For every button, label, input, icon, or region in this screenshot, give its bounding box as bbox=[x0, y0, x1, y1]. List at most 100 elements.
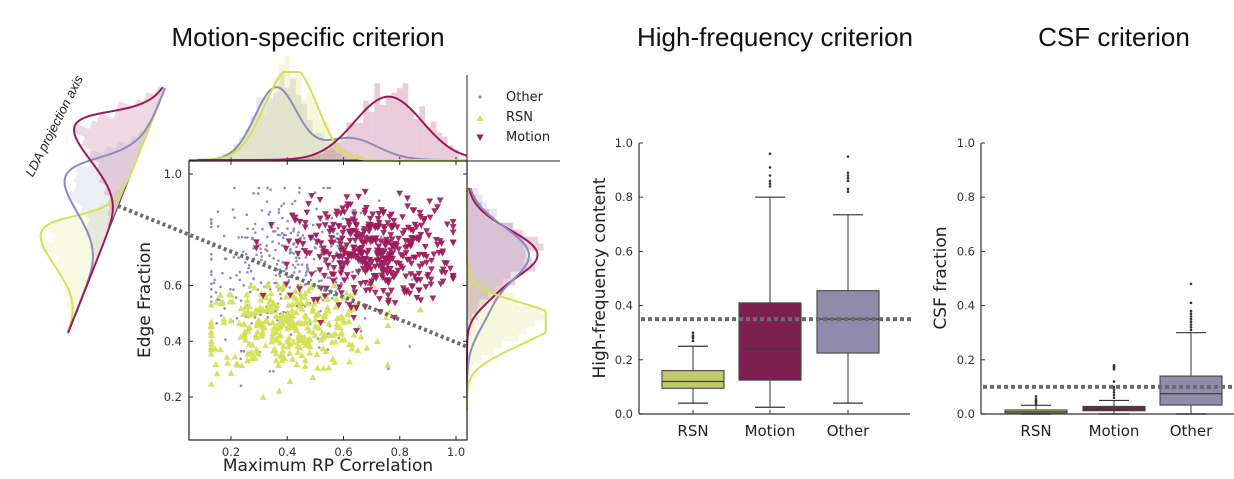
point-rsn bbox=[345, 340, 353, 347]
right-hist-bar bbox=[467, 271, 511, 279]
point-motion bbox=[415, 234, 423, 241]
point-rsn bbox=[274, 282, 282, 289]
point-motion bbox=[388, 242, 396, 249]
top-hist-bar bbox=[425, 126, 431, 160]
lda-hist-bar bbox=[54, 255, 94, 278]
point-motion bbox=[371, 289, 379, 297]
y-tick-label: 0.2 bbox=[615, 353, 633, 367]
point-rsn bbox=[305, 287, 313, 294]
outlier bbox=[846, 190, 850, 194]
right-hist-bar bbox=[467, 306, 541, 314]
point-motion bbox=[351, 289, 359, 296]
top-hist-bar bbox=[419, 106, 426, 160]
right-hist-bar bbox=[467, 299, 487, 307]
point-rsn bbox=[330, 331, 337, 338]
point-rsn bbox=[286, 349, 294, 356]
top-hist-bar bbox=[346, 122, 353, 160]
point-rsn bbox=[284, 309, 292, 316]
point-motion bbox=[330, 271, 338, 278]
point-rsn bbox=[241, 321, 248, 328]
top-hist-bar bbox=[340, 139, 347, 160]
point-rsn bbox=[227, 291, 235, 298]
point-rsn bbox=[217, 346, 225, 353]
point-other bbox=[256, 192, 260, 195]
point-other bbox=[299, 236, 303, 240]
point-motion bbox=[330, 265, 338, 272]
point-rsn bbox=[223, 353, 231, 360]
point-rsn bbox=[332, 303, 340, 310]
top-hist-bar bbox=[453, 150, 459, 160]
point-other bbox=[326, 267, 330, 271]
point-other bbox=[233, 186, 236, 190]
point-rsn bbox=[301, 362, 309, 369]
point-other bbox=[282, 269, 286, 273]
point-rsn bbox=[382, 313, 390, 321]
outlier bbox=[1112, 380, 1116, 383]
point-other bbox=[313, 246, 317, 249]
outlier bbox=[1189, 315, 1193, 318]
point-other bbox=[309, 278, 313, 282]
point-other bbox=[288, 251, 292, 255]
point-motion bbox=[417, 213, 424, 221]
point-other bbox=[248, 290, 252, 294]
point-other bbox=[295, 304, 299, 308]
point-rsn bbox=[348, 345, 356, 352]
point-rsn bbox=[304, 324, 312, 331]
right-marginal-distribution bbox=[466, 160, 560, 440]
lda-hist-bar bbox=[84, 227, 107, 244]
point-other bbox=[268, 254, 271, 257]
point-motion bbox=[335, 302, 343, 309]
top-hist-bar bbox=[256, 97, 263, 160]
point-other bbox=[319, 309, 322, 313]
box-motion bbox=[738, 302, 802, 381]
x-tick-label: 0.6 bbox=[334, 445, 352, 459]
point-rsn bbox=[289, 355, 297, 362]
point-motion bbox=[449, 229, 457, 236]
top-hist-bar bbox=[273, 76, 279, 160]
point-motion bbox=[372, 235, 380, 242]
category-label-motion: Motion bbox=[1089, 422, 1140, 440]
point-other bbox=[219, 314, 223, 317]
outlier bbox=[1189, 309, 1193, 313]
outlier bbox=[768, 179, 772, 183]
point-rsn bbox=[244, 307, 252, 314]
point-motion bbox=[415, 270, 423, 278]
point-rsn bbox=[259, 306, 267, 313]
top-hist-bar bbox=[290, 78, 296, 160]
point-motion bbox=[365, 247, 373, 254]
right-hist-bar bbox=[467, 292, 489, 300]
point-other bbox=[291, 202, 294, 206]
x-tick-label: 0.4 bbox=[278, 445, 296, 459]
point-other bbox=[273, 230, 277, 233]
point-rsn bbox=[350, 331, 358, 338]
top-kde-rsn bbox=[197, 71, 468, 161]
point-other bbox=[252, 191, 255, 195]
point-rsn bbox=[272, 357, 280, 364]
point-rsn bbox=[245, 325, 252, 332]
y-tick-label: 0.8 bbox=[957, 190, 975, 204]
box-rsn bbox=[661, 370, 725, 389]
point-motion bbox=[416, 209, 424, 217]
point-other bbox=[297, 256, 301, 260]
top-hist-bar bbox=[413, 118, 420, 160]
point-other bbox=[379, 235, 383, 239]
lda-hist-bar bbox=[56, 266, 90, 287]
right-hist-bar bbox=[467, 243, 525, 251]
lda-hist-bar bbox=[103, 145, 138, 167]
top-hist-bar bbox=[228, 151, 234, 160]
point-rsn bbox=[273, 350, 280, 357]
right-hist-bar bbox=[467, 236, 538, 244]
point-motion bbox=[320, 245, 327, 252]
point-other bbox=[259, 247, 262, 251]
point-rsn bbox=[320, 364, 327, 371]
top-hist-bar bbox=[318, 133, 324, 160]
point-rsn bbox=[306, 349, 314, 356]
top-hist-bar bbox=[396, 88, 403, 160]
point-motion bbox=[316, 267, 324, 274]
point-other bbox=[304, 274, 308, 277]
point-motion bbox=[310, 297, 318, 304]
point-rsn bbox=[207, 328, 215, 335]
point-rsn bbox=[310, 300, 318, 307]
point-motion bbox=[402, 273, 410, 280]
point-other bbox=[213, 278, 216, 282]
